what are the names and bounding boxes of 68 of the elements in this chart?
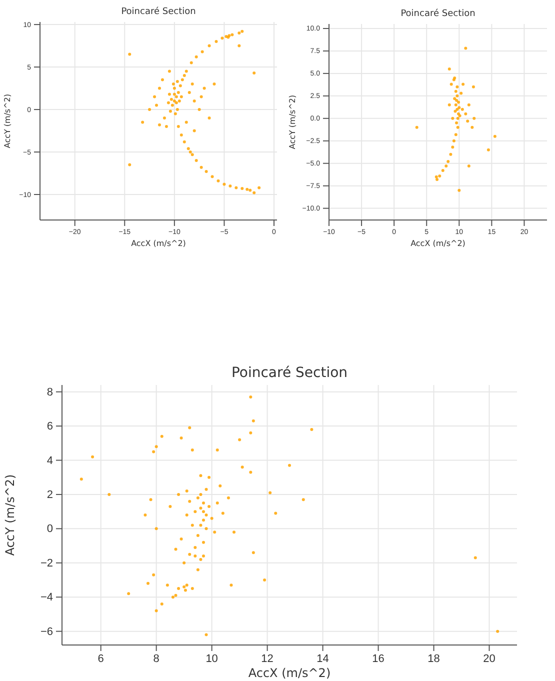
y-axis-title: AccY (m/s^2) <box>3 94 12 148</box>
y-axis-title: AccY (m/s^2) <box>288 94 297 150</box>
point <box>450 82 453 86</box>
point <box>436 178 439 182</box>
x-axis-title: AccX (m/s^2) <box>131 239 186 248</box>
point <box>456 126 460 129</box>
chart-title: Poincaré Section <box>400 8 476 19</box>
y-tick-label: 2 <box>46 488 53 501</box>
point <box>460 108 464 111</box>
point <box>466 120 470 123</box>
point <box>464 112 468 116</box>
point <box>455 98 458 102</box>
point <box>458 114 462 118</box>
point <box>451 146 454 149</box>
point <box>452 139 456 142</box>
point <box>470 126 474 129</box>
chart-title: Poincaré Section <box>121 6 196 17</box>
point <box>456 94 459 98</box>
point <box>444 164 448 168</box>
y-tick-label: −4 <box>40 592 53 604</box>
x-tick-label: 18 <box>428 652 440 665</box>
point <box>467 164 470 168</box>
point <box>434 175 438 178</box>
x-tick-label: 10 <box>206 652 218 665</box>
x-axis-title: AccX (m/s^2) <box>248 666 331 680</box>
point <box>456 108 459 111</box>
y-tick-label: 4 <box>46 454 53 467</box>
point <box>441 169 444 172</box>
point <box>456 116 460 120</box>
y-tick-label: −6 <box>40 626 53 638</box>
y-tick-label: 6 <box>46 420 53 433</box>
y-tick-label: −2 <box>40 557 53 570</box>
x-tick-label: 16 <box>372 652 384 665</box>
x-tick-label: 6 <box>98 652 104 665</box>
point <box>451 116 454 120</box>
point <box>449 152 452 156</box>
x-tick-label: 20 <box>483 652 496 665</box>
point <box>455 121 458 124</box>
point <box>472 85 475 88</box>
point <box>454 90 458 93</box>
point <box>448 103 451 106</box>
y-axis-title: AccY (m/s^2) <box>3 474 17 556</box>
x-tick-label: 14 <box>316 652 329 665</box>
point <box>472 116 476 120</box>
point <box>438 174 442 178</box>
point <box>467 103 470 106</box>
point <box>460 92 463 95</box>
point <box>464 46 468 50</box>
x-tick-label: 12 <box>261 652 274 665</box>
x-axis-title: AccX (m/s^2) <box>410 239 466 248</box>
point <box>454 133 458 136</box>
point <box>493 134 496 138</box>
point <box>415 126 418 129</box>
x-tick-label: 8 <box>153 652 160 665</box>
point <box>448 67 451 70</box>
point <box>446 160 450 164</box>
chart-title: Poincaré Section <box>231 365 348 381</box>
y-tick-label: 8 <box>46 386 53 398</box>
point <box>486 148 490 152</box>
point <box>454 110 457 113</box>
point <box>462 82 465 86</box>
point <box>458 106 461 110</box>
point <box>457 100 460 104</box>
point <box>458 188 461 192</box>
point <box>453 97 456 100</box>
point <box>454 103 458 106</box>
point <box>456 85 459 88</box>
y-tick-label: 0 <box>46 523 53 536</box>
